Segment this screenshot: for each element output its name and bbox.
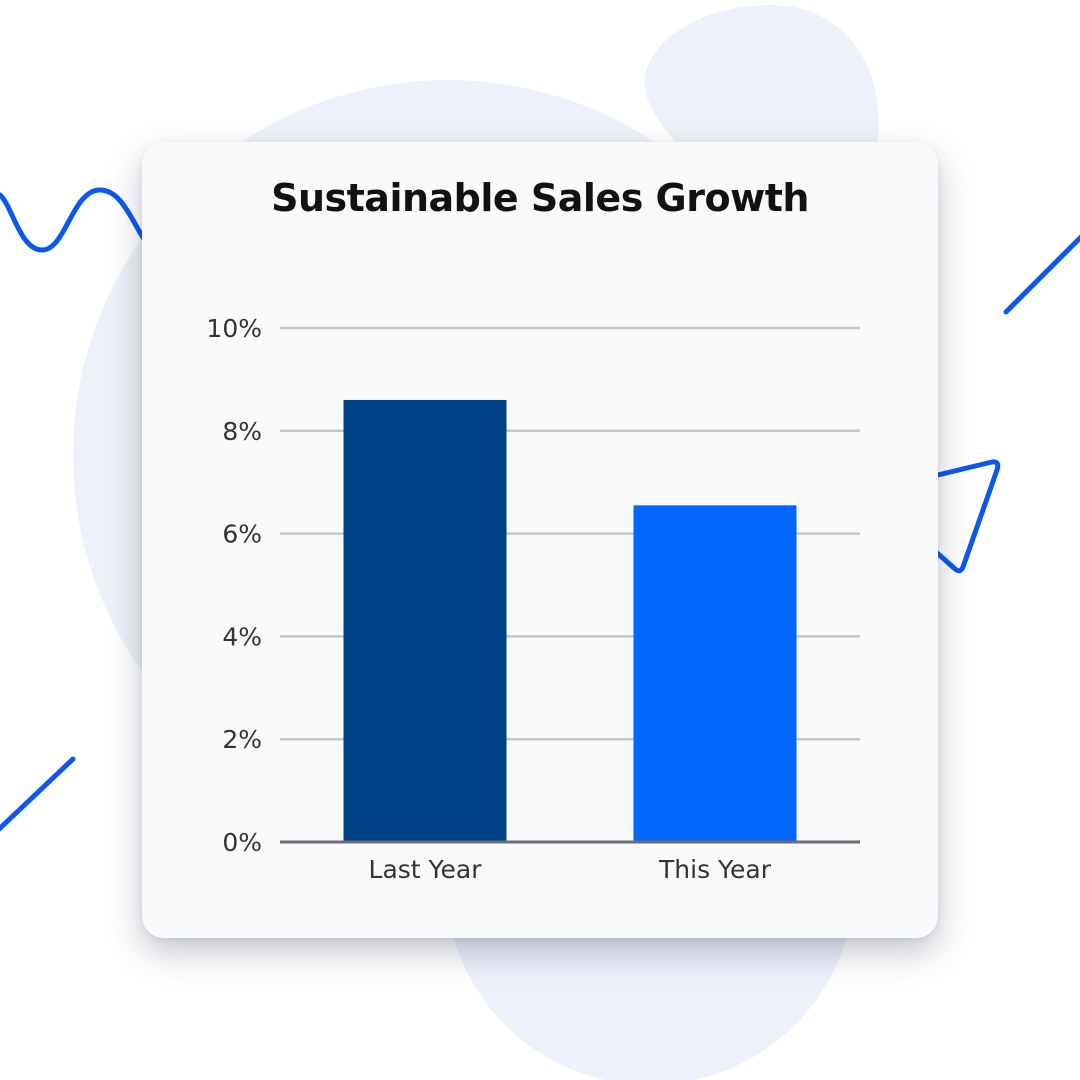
triangle-outline	[898, 459, 1001, 574]
y-tick-label: 2%	[222, 725, 262, 754]
axes: 0% 2% 4% 6% 8% 10% Last Year This Year	[206, 314, 860, 884]
diagonal-line-right	[1003, 234, 1080, 315]
bar-this-year	[633, 505, 797, 842]
bar-last-year	[343, 399, 507, 842]
chart-card	[142, 142, 938, 938]
x-category-label: This Year	[658, 855, 772, 884]
bar-chart: 0% 2% 4% 6% 8% 10% Last Year This Year	[206, 314, 860, 884]
y-tick-label: 10%	[206, 314, 262, 343]
y-tick-label: 6%	[222, 520, 262, 549]
bars	[343, 399, 797, 842]
y-tick-label: 0%	[222, 828, 262, 857]
y-tick-label: 8%	[222, 417, 262, 446]
x-category-label: Last Year	[369, 855, 483, 884]
y-tick-label: 4%	[222, 622, 262, 651]
diagonal-line-left	[0, 756, 76, 832]
squiggle-line	[0, 187, 149, 253]
chart-title: Sustainable Sales Growth	[271, 176, 809, 220]
